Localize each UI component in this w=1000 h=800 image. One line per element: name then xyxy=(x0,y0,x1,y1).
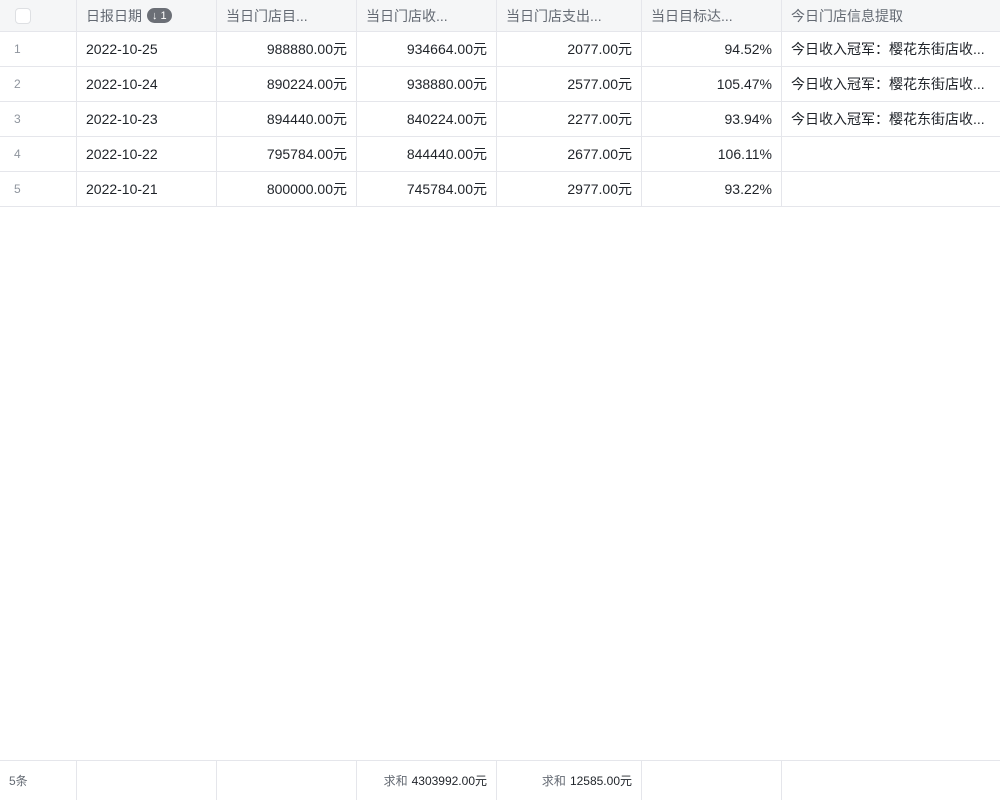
expense-cell[interactable]: 2277.00元 xyxy=(497,102,642,136)
target-cell[interactable]: 988880.00元 xyxy=(217,32,357,66)
column-header-target[interactable]: 当日门店目... xyxy=(217,0,357,31)
expense-sum[interactable]: 求和 12585.00元 xyxy=(497,761,642,800)
row-index[interactable]: 2 xyxy=(0,67,77,101)
column-label: 日报日期 xyxy=(86,7,142,24)
date-cell[interactable]: 2022-10-22 xyxy=(77,137,217,171)
rate-cell[interactable]: 94.52% xyxy=(642,32,782,66)
column-header-rate[interactable]: 当日目标达... xyxy=(642,0,782,31)
row-index[interactable]: 1 xyxy=(0,32,77,66)
sum-value: 12585.00元 xyxy=(569,774,632,788)
table-header: 日报日期 ↓ 1 当日门店目... 当日门店收... 当日门店支出... 当日目标… xyxy=(0,0,1000,32)
record-count: 5条 xyxy=(0,761,77,800)
footer-cell[interactable] xyxy=(217,761,357,800)
date-cell[interactable]: 2022-10-23 xyxy=(77,102,217,136)
info-cell[interactable]: 今日收入冠军：樱花东街店收... xyxy=(791,41,985,57)
date-cell[interactable]: 2022-10-21 xyxy=(77,172,217,206)
income-cell[interactable]: 840224.00元 xyxy=(357,102,497,136)
date-cell[interactable]: 2022-10-24 xyxy=(77,67,217,101)
table-row[interactable]: 4 2022-10-22 795784.00元 844440.00元 2677.00元 1… xyxy=(0,137,1000,172)
rate-cell[interactable]: 93.94% xyxy=(642,102,782,136)
target-cell[interactable]: 894440.00元 xyxy=(217,102,357,136)
target-cell[interactable]: 890224.00元 xyxy=(217,67,357,101)
rate-cell[interactable]: 105.47% xyxy=(642,67,782,101)
table-footer: 5条 求和 4303992.00元 求和 12585.00元 xyxy=(0,760,1000,800)
info-cell[interactable] xyxy=(782,137,1000,171)
target-cell[interactable]: 795784.00元 xyxy=(217,137,357,171)
select-all-cell xyxy=(0,0,77,31)
sum-label: 求和 xyxy=(541,774,566,788)
column-header-income[interactable]: 当日门店收... xyxy=(357,0,497,31)
target-cell[interactable]: 800000.00元 xyxy=(217,172,357,206)
column-header-date[interactable]: 日报日期 ↓ 1 xyxy=(77,0,217,31)
date-cell[interactable]: 2022-10-25 xyxy=(77,32,217,66)
income-cell[interactable]: 745784.00元 xyxy=(357,172,497,206)
column-header-expense[interactable]: 当日门店支出... xyxy=(497,0,642,31)
select-all-checkbox[interactable] xyxy=(15,7,31,24)
expense-cell[interactable]: 2677.00元 xyxy=(497,137,642,171)
expense-cell[interactable]: 2077.00元 xyxy=(497,32,642,66)
sum-value: 4303992.00元 xyxy=(411,774,487,788)
income-cell[interactable]: 938880.00元 xyxy=(357,67,497,101)
rate-cell[interactable]: 93.22% xyxy=(642,172,782,206)
info-cell[interactable]: 今日收入冠军：樱花东街店收... xyxy=(791,111,985,127)
footer-cell[interactable] xyxy=(782,761,1000,800)
column-header-info[interactable]: 今日门店信息提取 xyxy=(791,7,903,24)
footer-cell[interactable] xyxy=(77,761,217,800)
row-index[interactable]: 5 xyxy=(0,172,77,206)
expense-cell[interactable]: 2977.00元 xyxy=(497,172,642,206)
rate-cell[interactable]: 106.11% xyxy=(642,137,782,171)
table-row[interactable]: 5 2022-10-21 800000.00元 745784.00元 2977.00元 9… xyxy=(0,172,1000,207)
expense-cell[interactable]: 2577.00元 xyxy=(497,67,642,101)
income-sum[interactable]: 求和 4303992.00元 xyxy=(357,761,497,800)
table-row[interactable]: 1 2022-10-25 988880.00元 934664.00元 2077.00元 9… xyxy=(0,32,1000,67)
income-cell[interactable]: 934664.00元 xyxy=(357,32,497,66)
table-row[interactable]: 2 2022-10-24 890224.00元 938880.00元 2577.00元 1… xyxy=(0,67,1000,102)
info-cell[interactable] xyxy=(782,172,1000,206)
sort-badge[interactable]: ↓ 1 xyxy=(147,8,172,23)
info-cell[interactable]: 今日收入冠军：樱花东街店收... xyxy=(791,76,985,92)
row-index[interactable]: 3 xyxy=(0,102,77,136)
row-index[interactable]: 4 xyxy=(0,137,77,171)
table-row[interactable]: 3 2022-10-23 894440.00元 840224.00元 2277.00元 9… xyxy=(0,102,1000,137)
footer-cell[interactable] xyxy=(642,761,782,800)
sum-label: 求和 xyxy=(383,774,408,788)
income-cell[interactable]: 844440.00元 xyxy=(357,137,497,171)
